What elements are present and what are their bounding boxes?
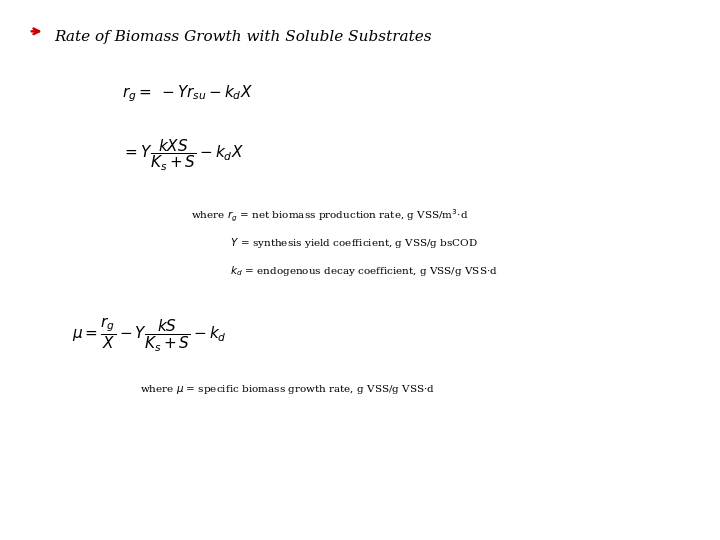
Text: $k_d$ = endogenous decay coefficient, g VSS/g VSS·d: $k_d$ = endogenous decay coefficient, g … [191,264,498,278]
Text: where $r_g$ = net biomass production rate, g VSS/m$^3$·d: where $r_g$ = net biomass production rat… [191,208,468,224]
Text: $\mu = \dfrac{r_g}{X} - Y \dfrac{kS}{K_s + S} - k_d$: $\mu = \dfrac{r_g}{X} - Y \dfrac{kS}{K_s… [72,316,227,354]
Text: $Y$ = synthesis yield coefficient, g VSS/g bsCOD: $Y$ = synthesis yield coefficient, g VSS… [191,236,478,250]
Text: where $\mu$ = specific biomass growth rate, g VSS/g VSS·d: where $\mu$ = specific biomass growth ra… [140,383,436,396]
Text: $r_g = \; - Yr_{su} - k_d X$: $r_g = \; - Yr_{su} - k_d X$ [122,84,253,104]
Text: Rate of Biomass Growth with Soluble Substrates: Rate of Biomass Growth with Soluble Subs… [54,30,431,44]
Text: $= Y \dfrac{kXS}{K_s + S} - k_d X$: $= Y \dfrac{kXS}{K_s + S} - k_d X$ [122,138,244,173]
